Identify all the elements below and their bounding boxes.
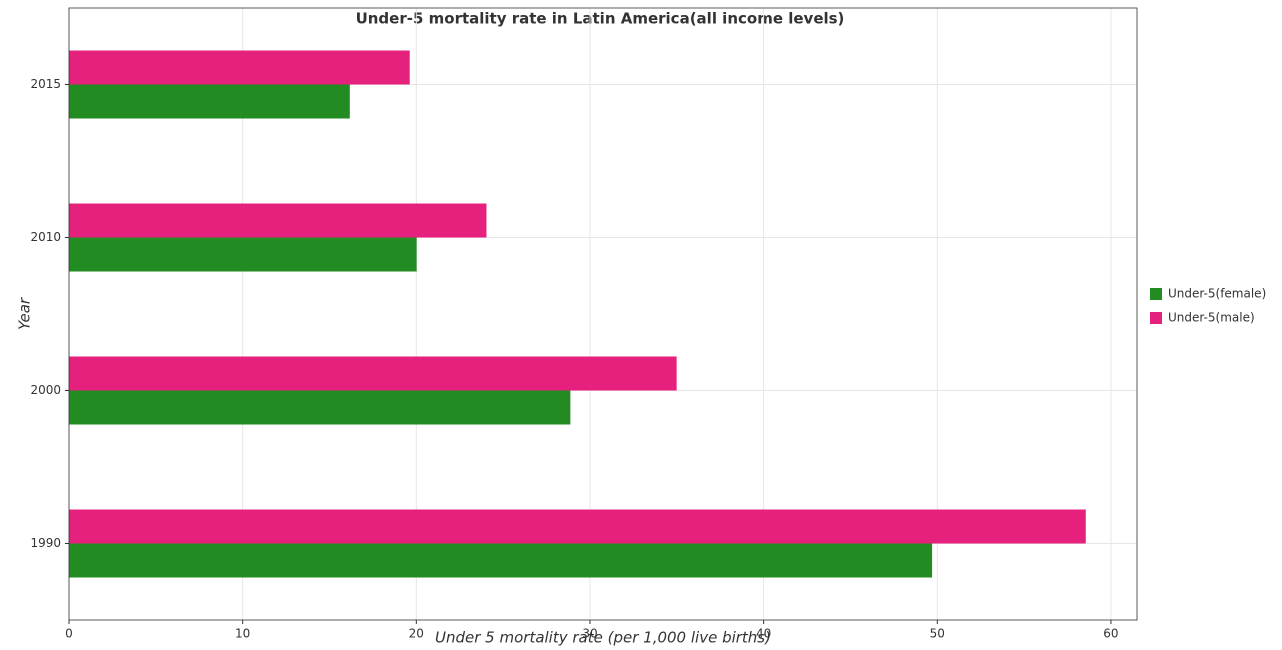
x-tick-label: 40: [756, 627, 771, 641]
bar: [69, 543, 933, 578]
legend-label: Under-5(male): [1168, 311, 1255, 325]
y-tick-label: 1990: [30, 536, 61, 550]
bar: [69, 356, 677, 391]
x-tick-label: 30: [582, 627, 597, 641]
x-tick-label: 20: [409, 627, 424, 641]
y-tick-label: 2015: [30, 77, 61, 91]
bar: [69, 203, 487, 238]
x-tick-label: 0: [65, 627, 73, 641]
bar: [69, 237, 417, 272]
x-axis-label: Under 5 mortality rate (per 1,000 live b…: [435, 629, 771, 647]
x-tick-label: 60: [1103, 627, 1118, 641]
y-tick-label: 2000: [30, 383, 61, 397]
legend-swatch: [1150, 312, 1162, 324]
bar: [69, 509, 1086, 544]
legend-swatch: [1150, 288, 1162, 300]
y-axis-label: Year: [16, 297, 34, 330]
y-tick-label: 2010: [30, 230, 61, 244]
legend-label: Under-5(female): [1168, 287, 1266, 301]
bar: [69, 50, 410, 85]
chart-title: Under-5 mortality rate in Latin America(…: [356, 10, 845, 28]
bar: [69, 390, 571, 425]
plot-frame: [68, 7, 1138, 621]
bar: [69, 84, 350, 119]
x-tick-label: 10: [235, 627, 250, 641]
x-tick-label: 50: [930, 627, 945, 641]
